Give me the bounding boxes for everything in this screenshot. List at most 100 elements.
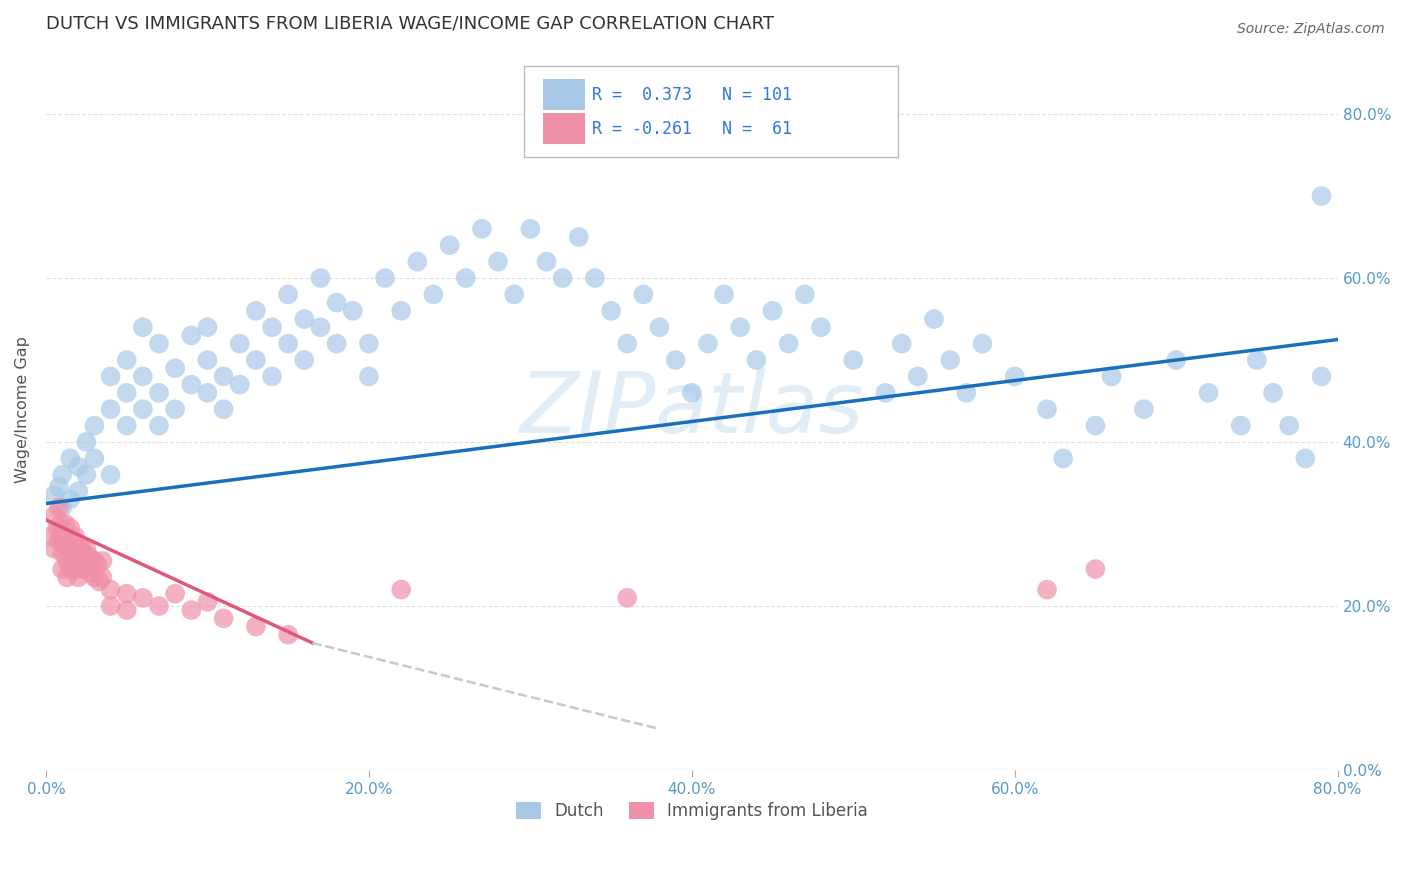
Dutch — [42, 488, 65, 502]
Immigrants from Liberia — [42, 508, 65, 523]
Dutch — [551, 271, 574, 285]
Dutch — [1310, 369, 1333, 384]
Dutch — [100, 467, 122, 482]
Dutch — [292, 312, 315, 326]
FancyBboxPatch shape — [524, 67, 898, 157]
Dutch — [245, 353, 267, 368]
Immigrants from Liberia — [132, 591, 155, 605]
Dutch — [1198, 385, 1220, 400]
Text: ZIPatlas: ZIPatlas — [520, 368, 863, 450]
Dutch — [583, 271, 606, 285]
Immigrants from Liberia — [73, 554, 96, 568]
Dutch — [309, 271, 332, 285]
Dutch — [132, 369, 155, 384]
Dutch — [115, 353, 138, 368]
Dutch — [471, 222, 494, 236]
Dutch — [922, 312, 945, 326]
Immigrants from Liberia — [56, 554, 79, 568]
Immigrants from Liberia — [1036, 582, 1059, 597]
Dutch — [665, 353, 688, 368]
Immigrants from Liberia — [212, 611, 235, 625]
Dutch — [180, 377, 202, 392]
Immigrants from Liberia — [59, 546, 82, 560]
Dutch — [1310, 189, 1333, 203]
Dutch — [83, 451, 105, 466]
Immigrants from Liberia — [75, 541, 97, 556]
Immigrants from Liberia — [59, 562, 82, 576]
Dutch — [713, 287, 735, 301]
Dutch — [260, 369, 283, 384]
Immigrants from Liberia — [53, 537, 76, 551]
Dutch — [48, 480, 70, 494]
Dutch — [59, 451, 82, 466]
Immigrants from Liberia — [63, 546, 86, 560]
Dutch — [697, 336, 720, 351]
Immigrants from Liberia — [115, 587, 138, 601]
Dutch — [955, 385, 977, 400]
Dutch — [148, 418, 170, 433]
Immigrants from Liberia — [67, 554, 90, 568]
Immigrants from Liberia — [277, 628, 299, 642]
Immigrants from Liberia — [72, 562, 94, 576]
Dutch — [389, 303, 412, 318]
Dutch — [406, 254, 429, 268]
Immigrants from Liberia — [91, 554, 114, 568]
Dutch — [260, 320, 283, 334]
Immigrants from Liberia — [148, 599, 170, 613]
Immigrants from Liberia — [165, 587, 187, 601]
Dutch — [1084, 418, 1107, 433]
Dutch — [1052, 451, 1074, 466]
Dutch — [454, 271, 477, 285]
Dutch — [1278, 418, 1301, 433]
Dutch — [633, 287, 655, 301]
Immigrants from Liberia — [60, 541, 83, 556]
Immigrants from Liberia — [75, 558, 97, 572]
Immigrants from Liberia — [115, 603, 138, 617]
Immigrants from Liberia — [70, 558, 93, 572]
Immigrants from Liberia — [62, 533, 84, 548]
Dutch — [51, 500, 73, 515]
Immigrants from Liberia — [63, 529, 86, 543]
Text: R =  0.373   N = 101: R = 0.373 N = 101 — [592, 86, 793, 103]
Immigrants from Liberia — [91, 570, 114, 584]
Immigrants from Liberia — [58, 541, 80, 556]
Immigrants from Liberia — [48, 533, 70, 548]
Dutch — [648, 320, 671, 334]
Dutch — [890, 336, 912, 351]
Dutch — [75, 435, 97, 450]
Dutch — [325, 295, 347, 310]
Dutch — [1261, 385, 1284, 400]
Dutch — [342, 303, 364, 318]
Dutch — [148, 385, 170, 400]
Dutch — [277, 287, 299, 301]
Dutch — [793, 287, 815, 301]
Dutch — [212, 369, 235, 384]
Dutch — [115, 385, 138, 400]
Immigrants from Liberia — [100, 599, 122, 613]
Dutch — [357, 369, 380, 384]
Immigrants from Liberia — [56, 570, 79, 584]
Dutch — [83, 418, 105, 433]
Dutch — [907, 369, 929, 384]
Immigrants from Liberia — [66, 562, 89, 576]
Dutch — [228, 377, 250, 392]
Dutch — [842, 353, 865, 368]
Immigrants from Liberia — [59, 521, 82, 535]
Immigrants from Liberia — [77, 554, 100, 568]
Dutch — [1004, 369, 1026, 384]
Dutch — [810, 320, 832, 334]
Dutch — [761, 303, 783, 318]
Immigrants from Liberia — [53, 516, 76, 531]
Dutch — [132, 402, 155, 417]
Immigrants from Liberia — [1084, 562, 1107, 576]
Dutch — [519, 222, 541, 236]
Immigrants from Liberia — [67, 537, 90, 551]
Dutch — [165, 402, 187, 417]
Dutch — [778, 336, 800, 351]
Immigrants from Liberia — [100, 582, 122, 597]
FancyBboxPatch shape — [543, 113, 585, 144]
Dutch — [292, 353, 315, 368]
Dutch — [100, 369, 122, 384]
Immigrants from Liberia — [42, 541, 65, 556]
Dutch — [1036, 402, 1059, 417]
